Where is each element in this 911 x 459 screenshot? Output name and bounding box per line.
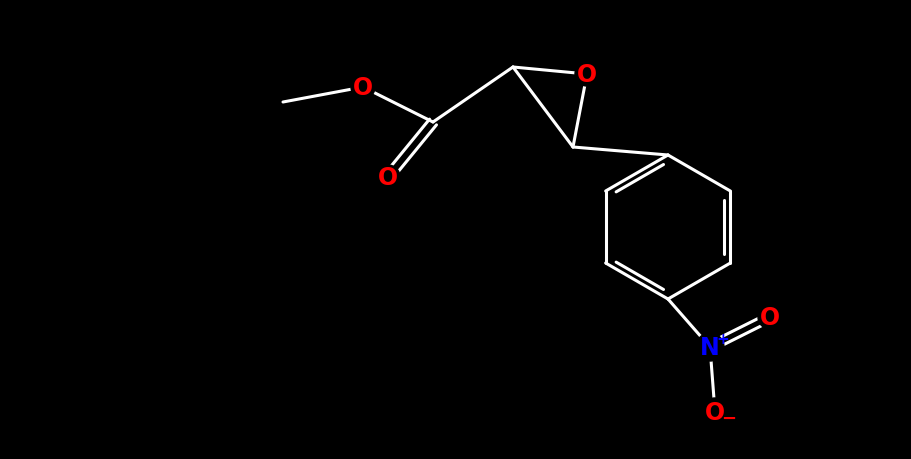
Circle shape [701,398,728,426]
Text: +: + [716,332,729,347]
Circle shape [375,166,400,190]
Text: O: O [704,400,724,424]
Circle shape [574,63,599,87]
Text: O: O [353,76,373,100]
Text: O: O [577,63,597,87]
Text: O: O [377,166,397,190]
Circle shape [757,305,781,329]
Text: O: O [759,305,779,329]
Text: −: − [721,409,736,427]
Text: N: N [700,335,719,359]
Circle shape [695,333,723,361]
Circle shape [351,76,374,100]
